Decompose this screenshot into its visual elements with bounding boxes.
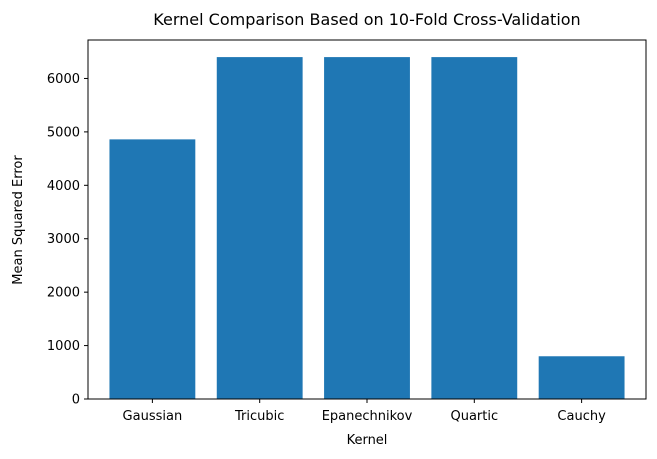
chart-title: Kernel Comparison Based on 10-Fold Cross… xyxy=(153,10,580,29)
y-axis-label: Mean Squared Error xyxy=(11,155,26,285)
y-tick-label: 5000 xyxy=(47,125,80,140)
bar-tricubic xyxy=(216,57,303,399)
x-tick-label: Quartic xyxy=(450,409,498,424)
x-tick-label: Tricubic xyxy=(234,409,284,424)
bar-quartic xyxy=(431,57,518,399)
bar-gaussian xyxy=(109,139,196,399)
x-tick-label: Gaussian xyxy=(123,409,183,424)
x-tick-label: Epanechnikov xyxy=(322,409,413,424)
bars xyxy=(109,57,625,399)
x-tick-label: Cauchy xyxy=(557,409,606,424)
y-tick-label: 6000 xyxy=(47,72,80,87)
x-axis-label: Kernel xyxy=(347,433,388,448)
y-tick-label: 3000 xyxy=(47,232,80,247)
y-tick-label: 1000 xyxy=(47,339,80,354)
y-axis: 0 1000 2000 3000 4000 5000 6000 xyxy=(47,72,88,408)
y-tick-label: 0 xyxy=(72,393,80,408)
bar-cauchy xyxy=(538,356,625,399)
bar-epanechnikov xyxy=(324,57,410,399)
x-axis: Gaussian Tricubic Epanechnikov Quartic Cauch… xyxy=(123,399,606,424)
y-tick-label: 2000 xyxy=(47,286,80,301)
y-tick-label: 4000 xyxy=(47,179,80,194)
